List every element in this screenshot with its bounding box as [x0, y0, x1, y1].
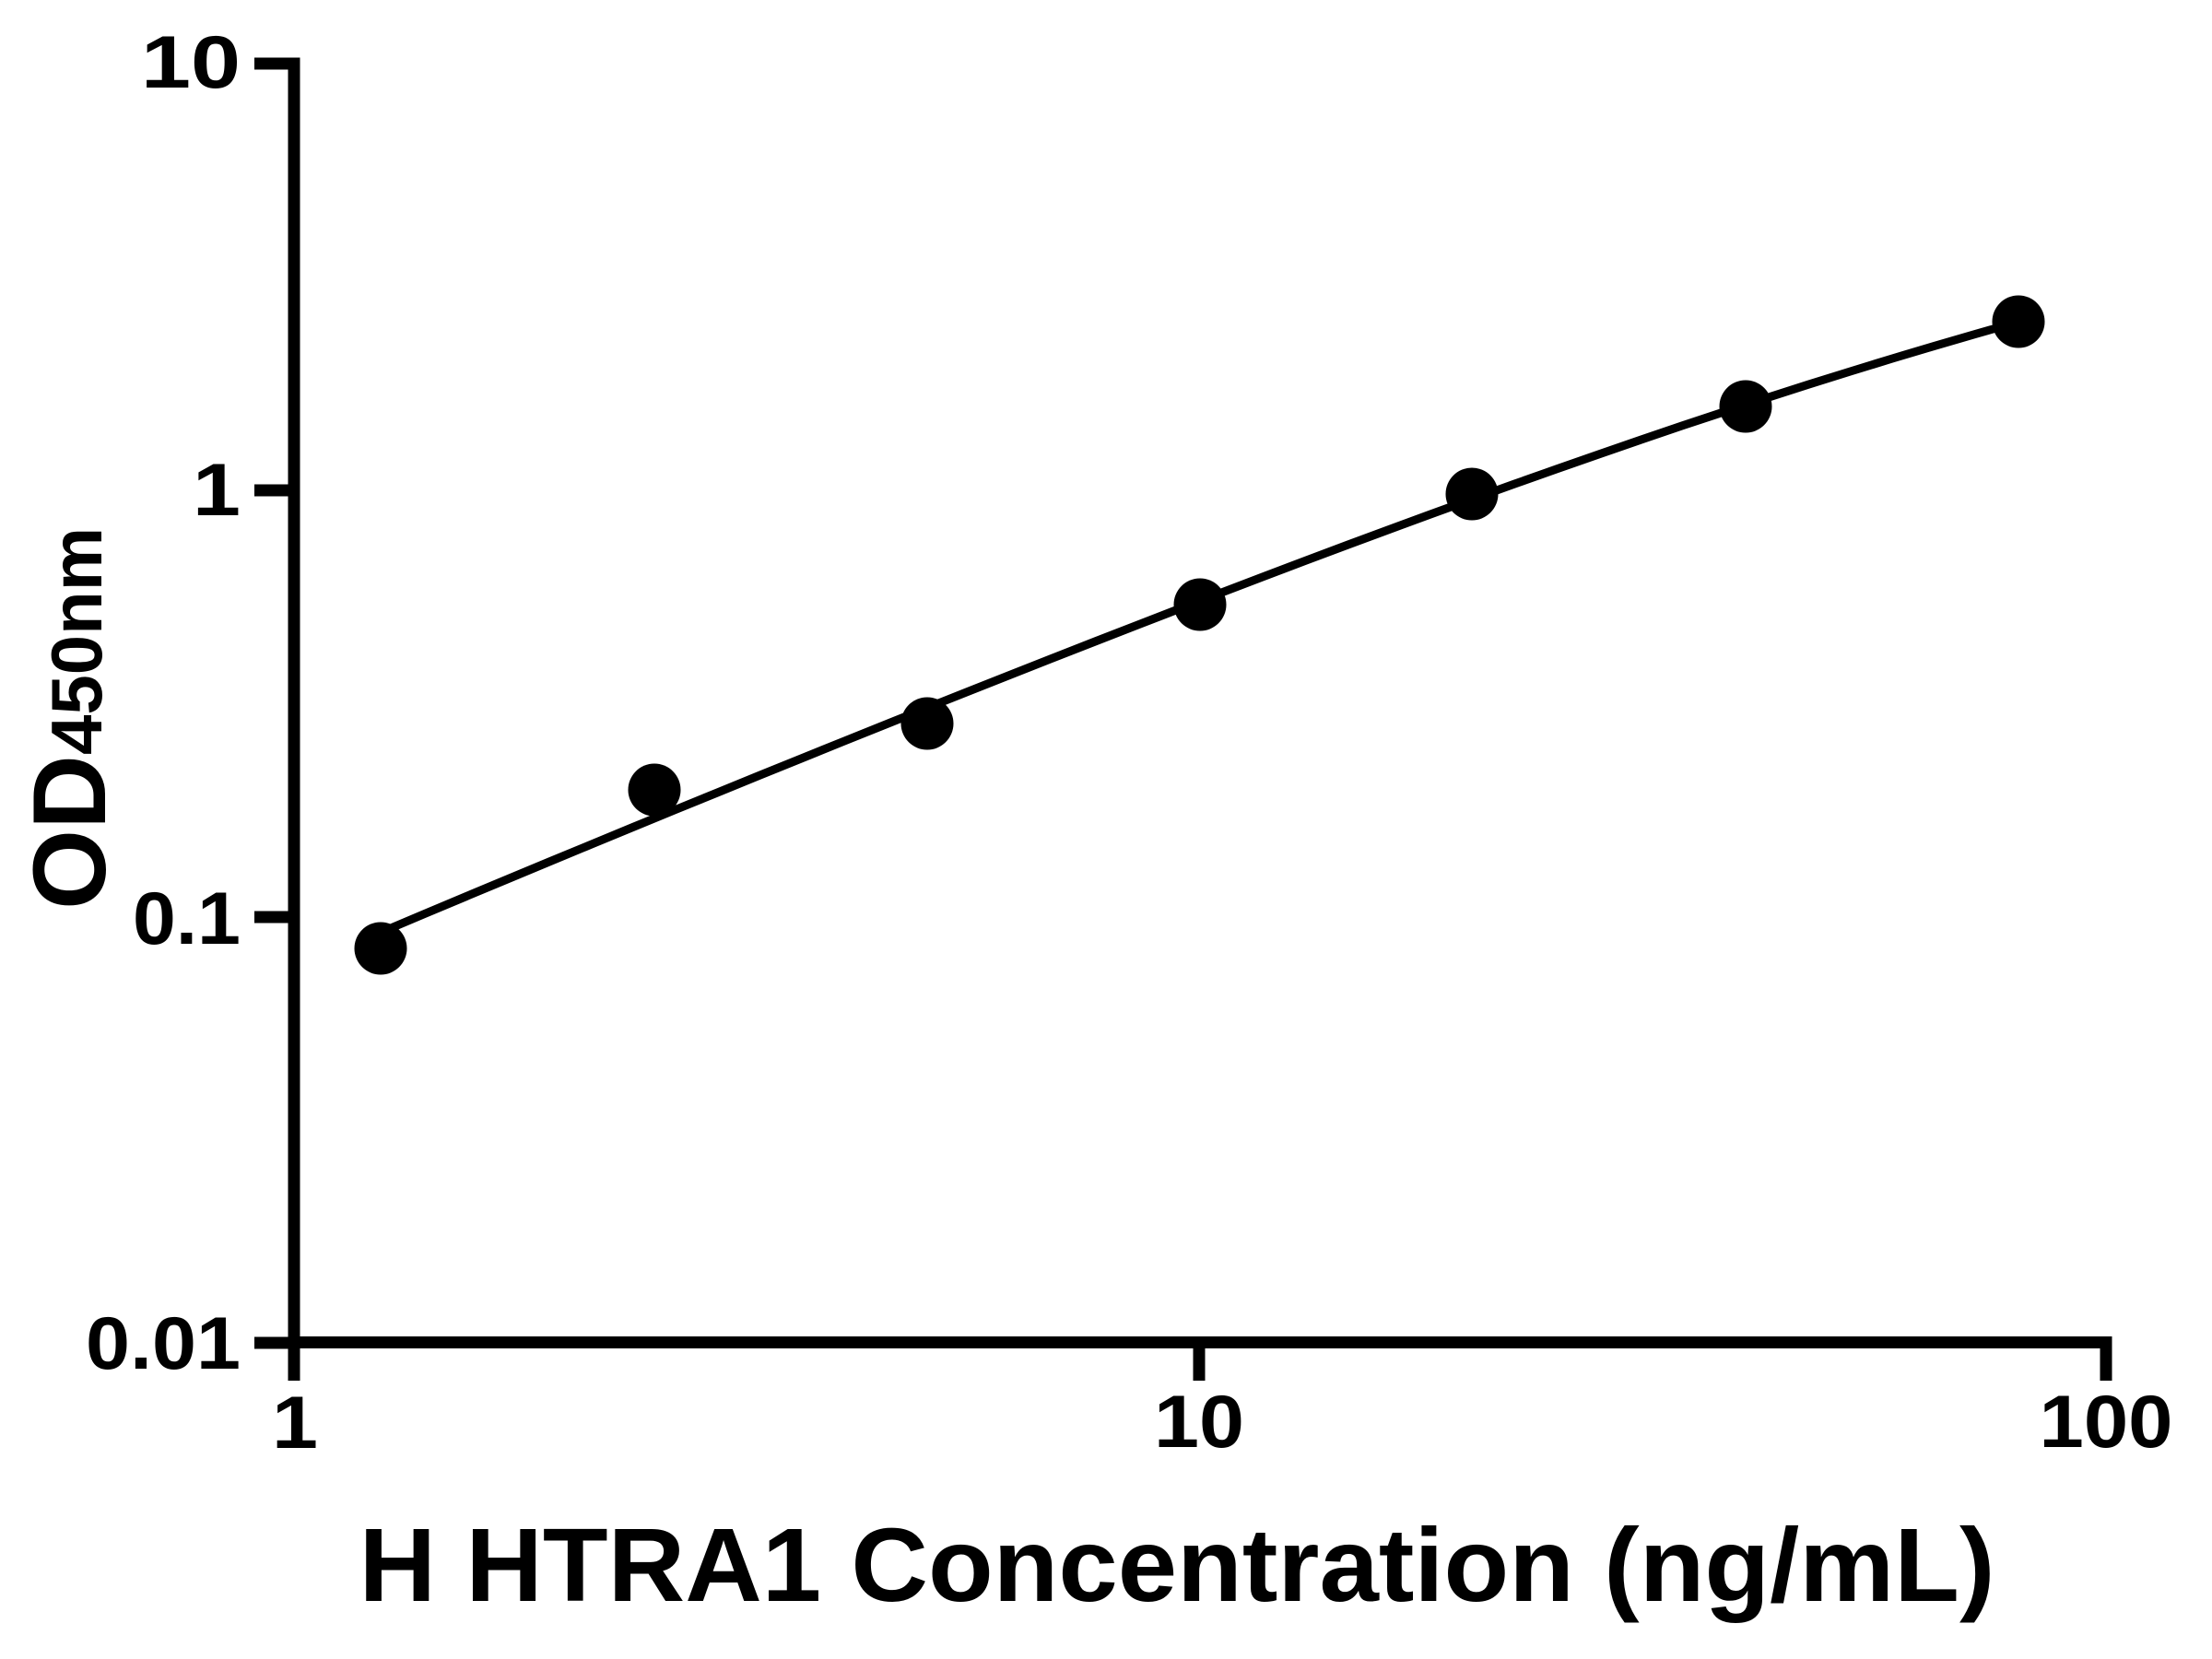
svg-text:100: 100	[2040, 1381, 2173, 1464]
svg-text:OD450nm: OD450nm	[12, 527, 127, 910]
svg-text:0.1: 0.1	[133, 877, 241, 960]
svg-text:10: 10	[141, 21, 241, 104]
svg-text:0.01: 0.01	[86, 1302, 241, 1385]
svg-text:1: 1	[272, 1382, 318, 1465]
svg-text:H HTRA1 Concentration (ng/mL): H HTRA1 Concentration (ng/mL)	[359, 1507, 1995, 1623]
svg-text:1: 1	[193, 449, 241, 532]
svg-text:10: 10	[1154, 1381, 1244, 1464]
